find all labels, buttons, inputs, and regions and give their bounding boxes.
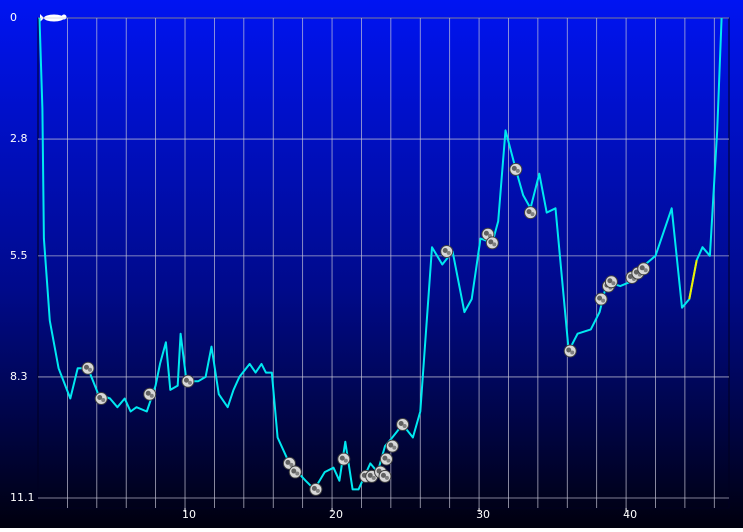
event-marker-core (511, 165, 517, 171)
event-marker (440, 245, 454, 259)
event-marker-core (386, 458, 391, 463)
event-marker-core (488, 239, 494, 245)
event-marker-core (371, 475, 376, 480)
event-marker (81, 361, 95, 375)
y-tick-label: 2.8 (10, 132, 28, 145)
event-marker-core (97, 395, 103, 401)
event-marker (637, 262, 651, 276)
event-marker (396, 417, 410, 431)
event-marker-core (87, 367, 92, 372)
event-marker (379, 452, 393, 466)
event-marker-core (398, 420, 404, 426)
event-marker-core (295, 471, 300, 476)
event-marker-core (311, 485, 317, 491)
event-marker-core (380, 472, 386, 478)
x-tick-label: 20 (329, 508, 343, 521)
event-marker (604, 275, 618, 289)
event-marker-core (526, 209, 532, 215)
event-marker (94, 392, 108, 406)
event-marker (309, 482, 323, 496)
event-marker-core (483, 230, 489, 236)
event-marker-core (515, 168, 520, 173)
profile-line (38, 17, 723, 491)
event-marker-core (639, 265, 645, 271)
event-marker-core (384, 475, 389, 480)
event-marker-core (607, 278, 613, 284)
event-marker-core (597, 295, 603, 301)
event-marker-core (315, 488, 320, 493)
event-marker (385, 439, 399, 453)
event-marker-core (101, 398, 106, 403)
event-marker-core (339, 455, 345, 461)
event-marker-core (446, 251, 451, 256)
event-marker (378, 469, 392, 483)
event-marker (524, 206, 538, 220)
event-marker (143, 387, 157, 401)
x-tick-label: 10 (182, 508, 196, 521)
event-marker-core (402, 423, 407, 428)
event-marker-core (289, 462, 294, 467)
event-marker-core (285, 459, 291, 465)
event-marker (594, 292, 608, 306)
event-marker-core (187, 380, 192, 385)
event-marker-core (643, 268, 648, 273)
event-marker-core (570, 350, 575, 355)
event-marker (288, 465, 302, 479)
event-marker-core (442, 248, 448, 254)
event-marker-core (388, 442, 394, 448)
event-marker (181, 374, 195, 388)
y-tick-label: 5.5 (10, 249, 28, 262)
event-marker-core (183, 377, 189, 383)
event-marker (509, 162, 523, 176)
event-marker-core (291, 468, 297, 474)
y-tick-label: 0 (10, 11, 17, 24)
event-marker (563, 344, 577, 358)
event-marker-core (492, 242, 497, 247)
event-marker-core (566, 347, 572, 353)
event-marker (485, 236, 499, 250)
event-marker-core (145, 390, 151, 396)
event-marker-core (382, 455, 388, 461)
event-marker-core (367, 472, 373, 478)
event-marker (337, 452, 351, 466)
profile-line (688, 260, 698, 300)
event-marker-core (601, 298, 606, 303)
event-marker-core (149, 393, 154, 398)
event-marker-core (343, 458, 348, 463)
y-tick-label: 8.3 (10, 370, 28, 383)
event-marker-core (83, 364, 89, 370)
y-tick-label: 11.1 (10, 491, 35, 504)
event-marker-core (530, 212, 535, 217)
x-tick-label: 40 (623, 508, 637, 521)
event-marker-core (392, 445, 397, 450)
event-marker-core (611, 281, 616, 286)
x-tick-label: 30 (476, 508, 490, 521)
